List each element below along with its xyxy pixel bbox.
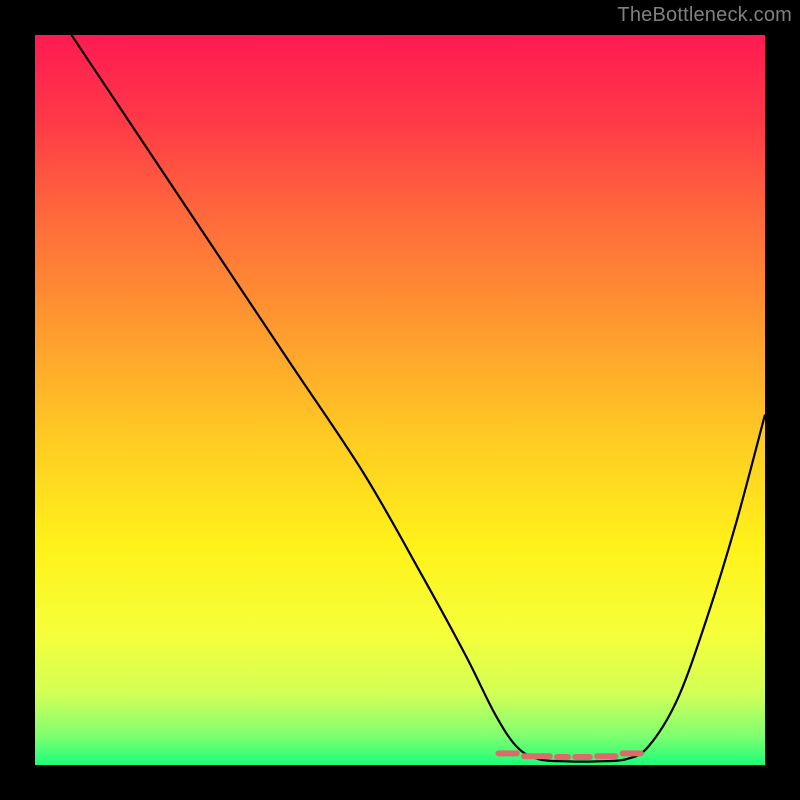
bottleneck-chart [0, 0, 800, 800]
watermark-text: TheBottleneck.com [617, 4, 792, 27]
chart-stage: TheBottleneck.com [0, 0, 800, 800]
